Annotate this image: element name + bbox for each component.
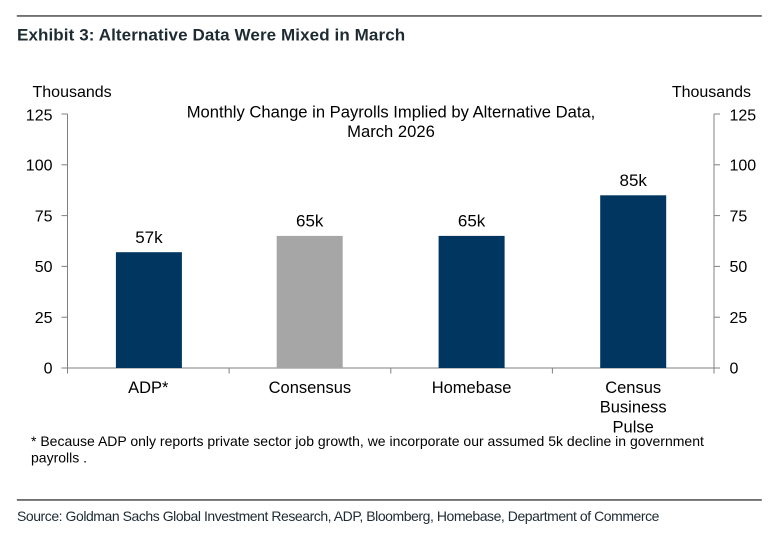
svg-text:Business: Business bbox=[600, 399, 667, 417]
svg-text:65k: 65k bbox=[296, 212, 324, 231]
svg-text:75: 75 bbox=[730, 208, 748, 225]
svg-text:Thousands: Thousands bbox=[672, 84, 751, 101]
svg-text:25: 25 bbox=[730, 310, 748, 327]
svg-text:Consensus: Consensus bbox=[269, 379, 352, 397]
svg-text:75: 75 bbox=[35, 208, 53, 225]
svg-text:25: 25 bbox=[35, 310, 53, 327]
svg-text:125: 125 bbox=[730, 107, 757, 124]
svg-text:Pulse: Pulse bbox=[613, 418, 654, 436]
svg-text:100: 100 bbox=[730, 158, 757, 175]
svg-text:125: 125 bbox=[26, 107, 53, 124]
svg-text:Homebase: Homebase bbox=[432, 379, 512, 397]
svg-text:payrolls .: payrolls . bbox=[31, 449, 87, 465]
svg-text:50: 50 bbox=[730, 259, 748, 276]
svg-text:Census: Census bbox=[605, 379, 661, 397]
svg-text:0: 0 bbox=[44, 361, 53, 378]
svg-text:Source: Goldman Sachs Global I: Source: Goldman Sachs Global Investment … bbox=[17, 508, 660, 524]
svg-text:March 2026: March 2026 bbox=[347, 122, 435, 141]
svg-text:ADP*: ADP* bbox=[128, 379, 169, 397]
svg-text:Exhibit 3: Alternative Data We: Exhibit 3: Alternative Data Were Mixed i… bbox=[17, 26, 405, 45]
svg-text:Monthly Change in Payrolls Imp: Monthly Change in Payrolls Implied by Al… bbox=[187, 102, 596, 121]
svg-text:50: 50 bbox=[35, 259, 53, 276]
svg-text:85k: 85k bbox=[619, 171, 647, 190]
svg-text:65k: 65k bbox=[458, 212, 486, 231]
svg-text:* Because ADP only reports pri: * Because ADP only reports private secto… bbox=[31, 433, 704, 449]
svg-text:100: 100 bbox=[26, 158, 53, 175]
svg-text:57k: 57k bbox=[135, 228, 163, 247]
svg-text:Thousands: Thousands bbox=[33, 84, 112, 101]
svg-text:0: 0 bbox=[730, 361, 739, 378]
